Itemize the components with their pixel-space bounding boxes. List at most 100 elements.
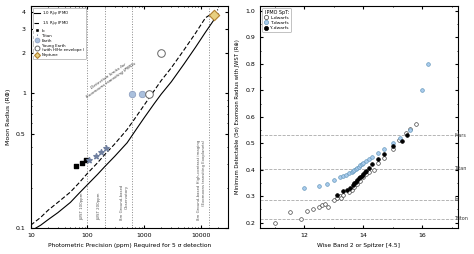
L-dwarfs xyxy=(348,188,356,192)
Y-dwarfs xyxy=(363,169,370,173)
Y-dwarfs xyxy=(360,172,367,176)
T-dwarfs xyxy=(368,155,376,159)
Text: 8m Ground-based High-contrast imaging
(Exomoons transiting Exoplanets): 8m Ground-based High-contrast imaging (E… xyxy=(198,139,206,220)
L-dwarfs xyxy=(360,175,367,179)
Point xyxy=(138,92,146,96)
L-dwarfs xyxy=(407,127,414,131)
L-dwarfs xyxy=(402,131,410,135)
T-dwarfs xyxy=(345,171,352,175)
T-dwarfs xyxy=(365,157,373,161)
Y-dwarfs xyxy=(389,144,397,148)
T-dwarfs xyxy=(315,184,323,188)
L-dwarfs xyxy=(298,217,305,221)
L-dwarfs xyxy=(339,193,346,197)
T-dwarfs xyxy=(419,88,426,92)
L-dwarfs xyxy=(380,156,388,160)
L-dwarfs xyxy=(363,172,370,176)
Y-dwarfs xyxy=(346,186,354,190)
T-dwarfs xyxy=(355,165,363,169)
Y-dwarfs xyxy=(361,170,369,174)
T-dwarfs xyxy=(301,186,308,190)
Y-axis label: Minimum Detectable (5σ) Exomoon Radius with JWST (R⊕): Minimum Detectable (5σ) Exomoon Radius w… xyxy=(235,39,240,194)
Text: Mars: Mars xyxy=(454,133,466,138)
L-dwarfs xyxy=(354,182,361,186)
X-axis label: Wise Band 2 or Spitzer [4.5]: Wise Band 2 or Spitzer [4.5] xyxy=(318,243,401,248)
Point xyxy=(210,13,218,18)
L-dwarfs xyxy=(310,208,317,212)
L-dwarfs xyxy=(315,205,323,209)
L-dwarfs xyxy=(330,198,337,202)
L-dwarfs xyxy=(345,190,352,194)
L-dwarfs xyxy=(351,185,358,189)
Point xyxy=(73,164,80,168)
Text: JWST 200ppm: JWST 200ppm xyxy=(97,192,101,220)
Legend: 1.0 R$_{Jup}$ IPMO, 1.5 R$_{Jup}$ IPMO, Io, Titan, Earth, Young Earth
(with H/He: 1.0 R$_{Jup}$ IPMO, 1.5 R$_{Jup}$ IPMO, … xyxy=(33,8,86,59)
Point xyxy=(157,51,165,55)
Y-dwarfs xyxy=(352,180,360,184)
Y-dwarfs xyxy=(380,152,388,156)
Text: Io: Io xyxy=(454,197,458,202)
T-dwarfs xyxy=(396,136,404,140)
L-dwarfs xyxy=(356,179,364,183)
T-dwarfs xyxy=(407,128,414,132)
T-dwarfs xyxy=(352,167,360,171)
Y-dwarfs xyxy=(398,139,405,143)
T-dwarfs xyxy=(349,168,357,172)
X-axis label: Photometric Precision (ppm) Required for 5 σ detection: Photometric Precision (ppm) Required for… xyxy=(48,243,211,248)
T-dwarfs xyxy=(339,173,346,178)
Y-dwarfs xyxy=(356,175,364,179)
L-dwarfs xyxy=(271,221,279,225)
L-dwarfs xyxy=(336,194,344,198)
Point xyxy=(102,146,109,150)
T-dwarfs xyxy=(336,175,344,179)
Y-dwarfs xyxy=(339,189,346,194)
T-dwarfs xyxy=(424,62,432,66)
L-dwarfs xyxy=(365,170,373,174)
T-dwarfs xyxy=(360,161,367,165)
Y-dwarfs xyxy=(374,157,382,161)
Point xyxy=(78,161,86,165)
Point xyxy=(82,158,90,162)
L-dwarfs xyxy=(303,209,311,213)
Point xyxy=(85,158,92,162)
Y-dwarfs xyxy=(354,178,361,182)
Y-dwarfs xyxy=(333,193,341,197)
T-dwarfs xyxy=(323,182,330,186)
T-dwarfs xyxy=(389,141,397,145)
Y-dwarfs xyxy=(358,173,365,178)
Legend: L-dwarfs, T-dwarfs, Y-dwarfs: L-dwarfs, T-dwarfs, Y-dwarfs xyxy=(263,8,291,32)
Point xyxy=(92,154,100,158)
Y-dwarfs xyxy=(404,133,411,137)
Point xyxy=(98,150,105,154)
L-dwarfs xyxy=(370,168,377,172)
L-dwarfs xyxy=(337,196,345,200)
Text: Triton: Triton xyxy=(454,216,468,221)
Y-dwarfs xyxy=(349,183,357,187)
L-dwarfs xyxy=(374,161,382,165)
L-dwarfs xyxy=(333,196,341,200)
Y-dwarfs xyxy=(355,176,363,180)
T-dwarfs xyxy=(374,151,382,155)
L-dwarfs xyxy=(324,205,332,209)
T-dwarfs xyxy=(380,147,388,151)
Y-dwarfs xyxy=(351,181,358,185)
T-dwarfs xyxy=(348,170,356,174)
L-dwarfs xyxy=(389,147,397,151)
Y-dwarfs xyxy=(343,188,351,192)
Point xyxy=(128,92,136,96)
Y-dwarfs xyxy=(368,162,376,166)
T-dwarfs xyxy=(330,178,337,182)
L-dwarfs xyxy=(321,202,329,206)
L-dwarfs xyxy=(319,203,326,207)
Text: JWST 100ppm: JWST 100ppm xyxy=(80,192,84,220)
T-dwarfs xyxy=(351,168,358,172)
T-dwarfs xyxy=(342,172,349,177)
Text: 8m Ground-based
Observatory: 8m Ground-based Observatory xyxy=(120,184,128,220)
Text: Detection limits for
Exomoons transiting IPMOs: Detection limits for Exomoons transiting… xyxy=(83,58,137,99)
T-dwarfs xyxy=(356,163,364,167)
Point xyxy=(145,92,153,96)
L-dwarfs xyxy=(286,210,293,214)
Y-axis label: Moon Radius (R⊕): Moon Radius (R⊕) xyxy=(6,89,10,145)
T-dwarfs xyxy=(354,166,361,170)
T-dwarfs xyxy=(363,159,370,163)
